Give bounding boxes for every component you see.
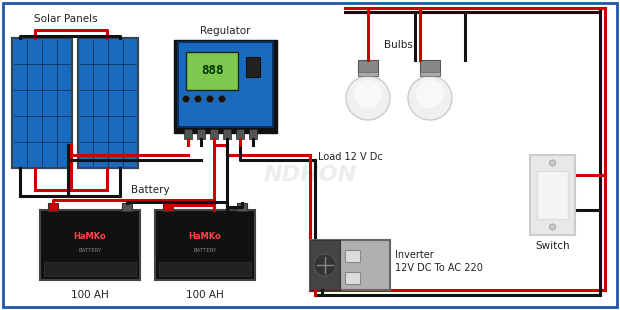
- Circle shape: [182, 95, 190, 103]
- Text: BATTERY: BATTERY: [193, 248, 216, 253]
- Text: BATTERY: BATTERY: [78, 248, 102, 253]
- Bar: [246, 57, 260, 77]
- Circle shape: [346, 76, 390, 120]
- Text: Inverter
12V DC To AC 220: Inverter 12V DC To AC 220: [395, 250, 483, 273]
- Bar: [159, 262, 251, 276]
- Text: Load 12 V Dc: Load 12 V Dc: [318, 152, 383, 162]
- Circle shape: [195, 95, 202, 103]
- Bar: [78, 38, 138, 168]
- Text: 100 AH: 100 AH: [71, 290, 109, 300]
- Bar: [48, 203, 58, 211]
- Circle shape: [218, 95, 226, 103]
- Text: HaMKo: HaMKo: [188, 232, 221, 241]
- Circle shape: [314, 254, 336, 276]
- Circle shape: [416, 80, 444, 108]
- Text: NDHON: NDHON: [264, 165, 356, 185]
- Bar: [537, 171, 568, 219]
- Bar: [237, 203, 247, 211]
- Text: Regulator: Regulator: [200, 26, 250, 36]
- Text: Battery: Battery: [131, 185, 169, 195]
- Bar: [358, 72, 378, 76]
- Bar: [249, 129, 257, 139]
- Bar: [44, 262, 136, 276]
- Bar: [530, 155, 575, 235]
- Bar: [174, 40, 277, 133]
- Bar: [197, 129, 205, 139]
- Text: Solar Panels: Solar Panels: [34, 14, 98, 24]
- Bar: [420, 72, 440, 76]
- Bar: [122, 203, 132, 211]
- Bar: [358, 60, 378, 76]
- Bar: [40, 210, 140, 280]
- Circle shape: [206, 95, 213, 103]
- Bar: [310, 240, 390, 290]
- Bar: [12, 38, 72, 168]
- Circle shape: [354, 80, 382, 108]
- Bar: [186, 52, 238, 90]
- Bar: [12, 38, 72, 168]
- Circle shape: [549, 224, 556, 230]
- Bar: [310, 240, 340, 290]
- Circle shape: [408, 76, 452, 120]
- Text: 888: 888: [201, 64, 223, 78]
- Text: Switch: Switch: [535, 241, 570, 251]
- Bar: [155, 210, 255, 280]
- Bar: [345, 272, 360, 284]
- Text: Bulbs: Bulbs: [384, 40, 412, 50]
- Circle shape: [549, 160, 556, 166]
- Bar: [178, 42, 273, 127]
- Bar: [163, 203, 173, 211]
- Bar: [223, 129, 231, 139]
- Bar: [420, 60, 440, 76]
- Text: HaMKo: HaMKo: [74, 232, 107, 241]
- Bar: [78, 38, 138, 168]
- Text: 100 AH: 100 AH: [186, 290, 224, 300]
- Bar: [236, 129, 244, 139]
- Bar: [184, 129, 192, 139]
- Bar: [210, 129, 218, 139]
- Bar: [345, 250, 360, 262]
